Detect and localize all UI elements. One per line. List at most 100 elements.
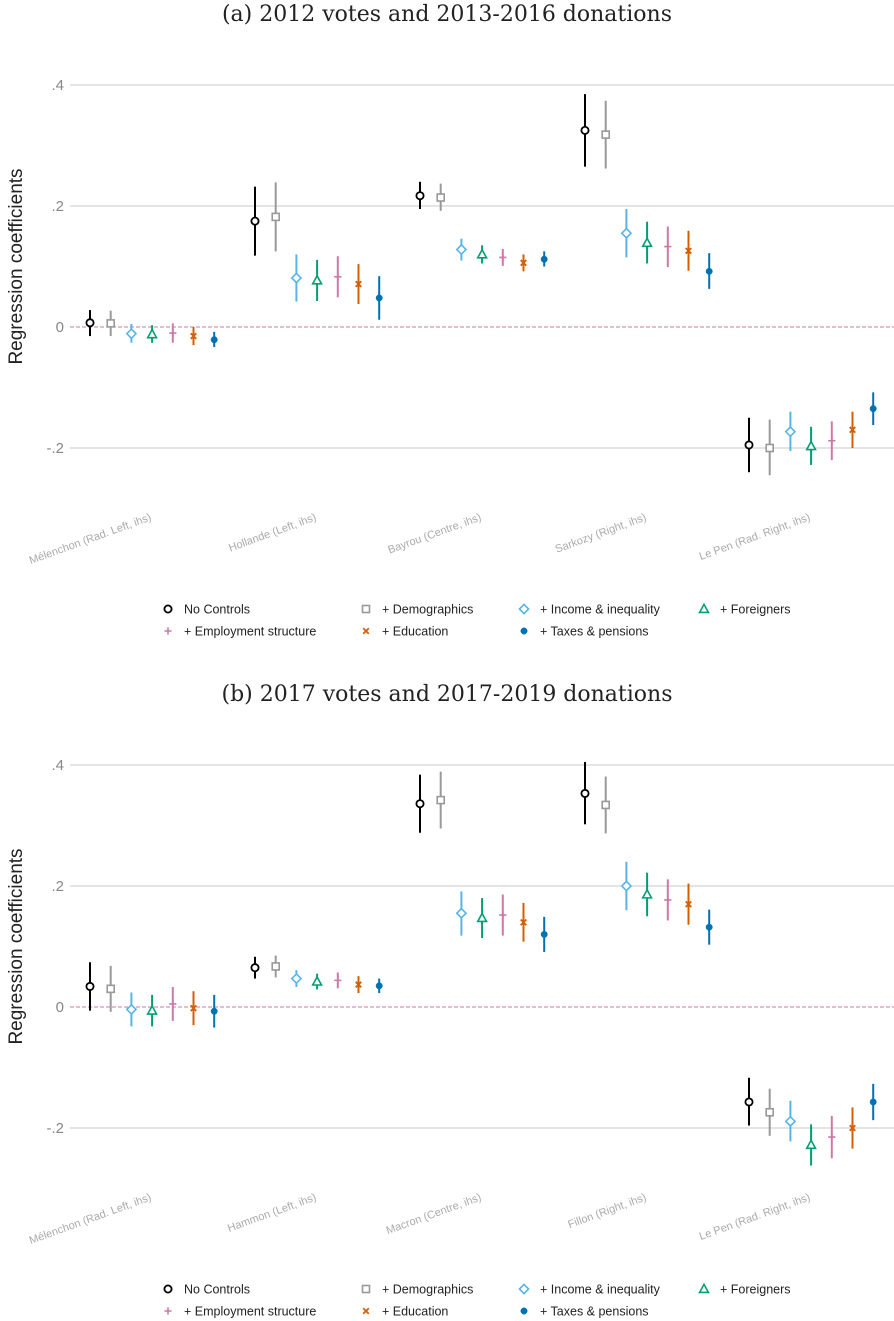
y-tick-label: .4 bbox=[51, 77, 64, 94]
data-point bbox=[190, 1004, 197, 1012]
category-label: Sarkozy (Right, ihs) bbox=[554, 512, 648, 556]
data-point bbox=[169, 329, 177, 337]
data-point bbox=[375, 982, 383, 990]
data-point bbox=[601, 130, 611, 139]
data-point bbox=[476, 911, 488, 923]
legend-label: + Taxes & pensions bbox=[540, 625, 649, 639]
data-point bbox=[520, 918, 527, 926]
data-point bbox=[311, 975, 323, 986]
legend-label: + Foreigners bbox=[720, 1283, 791, 1297]
data-point bbox=[828, 1133, 836, 1141]
legend-marker bbox=[164, 627, 172, 635]
data-point bbox=[210, 336, 218, 344]
legend-label: No Controls bbox=[184, 603, 250, 617]
legend-marker bbox=[518, 603, 530, 615]
data-point bbox=[355, 981, 362, 989]
data-point bbox=[664, 896, 672, 904]
data-point bbox=[540, 930, 548, 938]
data-point bbox=[828, 437, 836, 445]
data-point bbox=[271, 962, 281, 971]
y-axis-label: Regression coefficients bbox=[6, 168, 27, 364]
data-point bbox=[641, 888, 653, 899]
legend-marker bbox=[163, 604, 173, 614]
data-point bbox=[540, 255, 548, 263]
category-label: Macron (Centre, ihs) bbox=[385, 1192, 483, 1238]
data-point bbox=[125, 327, 138, 340]
legend-label: + Employment structure bbox=[184, 625, 316, 639]
data-point bbox=[355, 280, 362, 288]
data-point bbox=[744, 440, 754, 450]
legend-label: + Demographics bbox=[382, 603, 473, 617]
legend-label: No Controls bbox=[184, 1283, 250, 1297]
data-point bbox=[375, 294, 383, 302]
data-point bbox=[415, 191, 425, 201]
legend-marker bbox=[164, 1307, 172, 1315]
chart-panel-b: .4 .2 0 -.2 Regression coefficients Mélenchon… bbox=[6, 757, 894, 1319]
y-tick-label: .4 bbox=[51, 757, 64, 774]
data-point bbox=[334, 273, 342, 281]
legend-marker bbox=[361, 604, 371, 614]
data-point bbox=[455, 243, 468, 256]
data-point bbox=[620, 880, 633, 892]
data-point bbox=[601, 800, 611, 810]
data-point bbox=[169, 1000, 177, 1008]
legend-marker bbox=[520, 627, 528, 635]
data-point bbox=[311, 274, 323, 285]
data-point bbox=[290, 272, 303, 284]
data-point bbox=[685, 900, 692, 908]
legend-marker bbox=[520, 1307, 528, 1315]
y-axis-label: Regression coefficients bbox=[6, 848, 27, 1044]
chart-panel-a: .4 .2 0 -.2 Regression coefficients Mélenchon… bbox=[6, 77, 894, 639]
legend-marker bbox=[518, 1283, 530, 1295]
category-label: Le Pen (Rad. Right, ihs) bbox=[698, 512, 812, 563]
category-label: Bayrou (Centre, ihs) bbox=[386, 512, 483, 557]
data-point bbox=[85, 318, 95, 328]
data-point bbox=[146, 1004, 158, 1015]
data-point bbox=[125, 1003, 138, 1016]
legend-marker bbox=[163, 1284, 173, 1294]
data-point bbox=[784, 425, 797, 438]
legend-label: + Employment structure bbox=[184, 1305, 316, 1319]
legend-label: + Education bbox=[382, 625, 448, 639]
panel-a-title: (a) 2012 votes and 2013-2016 donations bbox=[221, 2, 673, 27]
data-point bbox=[520, 259, 527, 267]
y-tick-label: -.2 bbox=[46, 1120, 64, 1137]
data-point bbox=[106, 984, 115, 994]
legend-marker bbox=[698, 602, 710, 614]
legend-marker bbox=[361, 1284, 371, 1294]
data-point bbox=[415, 799, 425, 809]
data-point bbox=[476, 248, 488, 259]
data-point bbox=[290, 972, 303, 985]
data-point bbox=[869, 405, 877, 413]
category-label: Hollande (Left, ihs) bbox=[227, 512, 318, 555]
legend-marker bbox=[362, 627, 370, 635]
category-label: Mélenchon (Rad. Left, ihs) bbox=[28, 512, 153, 567]
data-point bbox=[436, 193, 446, 202]
data-point bbox=[620, 227, 633, 239]
data-point bbox=[580, 125, 590, 135]
data-point bbox=[664, 242, 672, 251]
y-tick-label: .2 bbox=[51, 878, 64, 895]
data-point bbox=[106, 319, 115, 328]
data-point bbox=[250, 216, 260, 226]
category-label: Fillon (Right, ihs) bbox=[566, 1192, 648, 1232]
legend-label: + Demographics bbox=[382, 1283, 473, 1297]
data-point bbox=[869, 1098, 877, 1106]
y-tick-label: .2 bbox=[51, 198, 64, 215]
data-point bbox=[580, 788, 590, 798]
data-point bbox=[685, 247, 692, 255]
data-point bbox=[641, 236, 653, 248]
y-tick-label: -.2 bbox=[46, 440, 64, 457]
data-point bbox=[849, 1124, 856, 1132]
data-point bbox=[210, 1007, 218, 1015]
data-point bbox=[784, 1115, 797, 1128]
data-point bbox=[190, 332, 197, 340]
legend-label: + Income & inequality bbox=[540, 1283, 661, 1297]
data-point bbox=[744, 1097, 754, 1107]
legend-label: + Taxes & pensions bbox=[540, 1305, 649, 1319]
data-point bbox=[499, 911, 507, 919]
data-point bbox=[85, 981, 95, 991]
y-tick-label: 0 bbox=[56, 999, 64, 1016]
data-point bbox=[271, 212, 281, 222]
category-label: Hammon (Left, ihs) bbox=[226, 1192, 318, 1235]
